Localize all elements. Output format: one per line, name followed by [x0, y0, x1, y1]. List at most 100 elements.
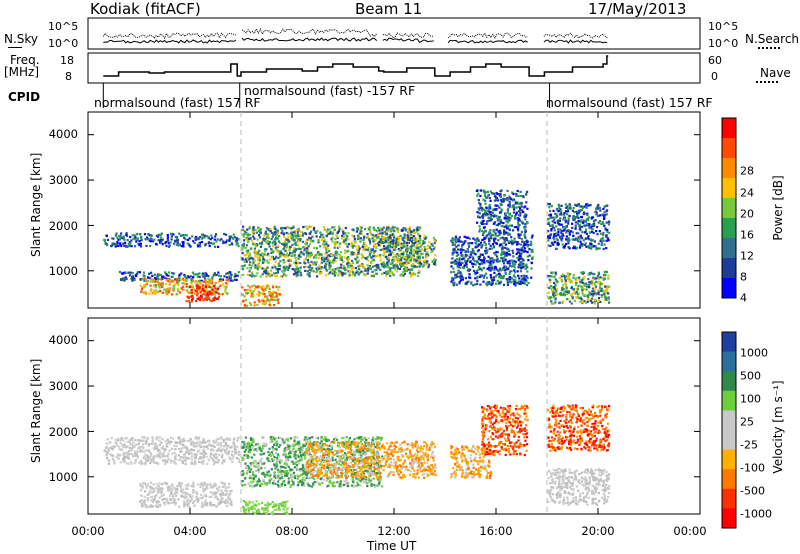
data-cell: [207, 294, 210, 297]
data-cell: [464, 255, 467, 258]
data-cell: [218, 274, 221, 277]
data-cell: [170, 501, 173, 504]
data-cell: [253, 259, 256, 262]
data-cell: [578, 246, 582, 249]
data-cell: [570, 302, 573, 305]
data-cell: [328, 259, 331, 262]
data-cell: [168, 442, 171, 445]
data-cell: [574, 221, 577, 224]
data-cell: [252, 260, 255, 263]
data-cell: [492, 246, 495, 249]
data-cell: [173, 283, 176, 286]
data-cell: [396, 236, 399, 239]
data-cell: [513, 266, 516, 269]
data-cell: [555, 235, 558, 238]
data-cell: [140, 500, 143, 503]
data-cell: [316, 269, 319, 272]
data-cell: [568, 300, 571, 303]
data-cell: [575, 204, 578, 207]
data-cell: [213, 274, 217, 277]
data-cell: [162, 275, 165, 278]
data-cell: [273, 274, 276, 277]
data-cell: [517, 236, 520, 239]
data-cell: [160, 441, 163, 444]
data-cell: [484, 199, 487, 202]
data-cell: [134, 245, 137, 248]
data-cell: [381, 228, 384, 231]
data-cell: [525, 280, 528, 283]
data-cell: [495, 208, 498, 211]
data-cell: [153, 238, 156, 241]
data-cell: [249, 261, 252, 264]
data-cell: [140, 245, 143, 248]
data-cell: [300, 230, 303, 233]
data-cell: [350, 265, 353, 268]
data-cell: [587, 238, 590, 241]
data-cell: [567, 291, 570, 294]
data-cell: [602, 273, 605, 276]
data-cell: [496, 251, 500, 254]
data-cell: [265, 233, 268, 236]
data-cell: [134, 458, 137, 462]
data-cell: [344, 232, 347, 235]
data-cell: [151, 442, 154, 445]
data-cell: [480, 269, 483, 272]
data-cell: [111, 448, 114, 451]
data-cell: [420, 252, 423, 255]
data-cell: [340, 257, 343, 260]
data-cell: [402, 251, 405, 254]
data-cell: [499, 211, 502, 214]
data-cell: [502, 266, 505, 270]
data-cell: [366, 264, 369, 267]
data-cell: [460, 248, 463, 251]
data-cell: [262, 300, 265, 303]
data-cell: [339, 270, 342, 273]
data-cell: [597, 281, 600, 284]
data-cell: [266, 241, 269, 245]
data-cell: [142, 436, 145, 439]
nsky-legend-line: [8, 47, 22, 48]
data-cell: [294, 270, 297, 273]
data-cell: [381, 241, 385, 244]
data-cell: [471, 265, 474, 268]
data-cell: [143, 450, 146, 453]
data-cell: [391, 226, 394, 229]
data-cell: [379, 227, 382, 230]
data-cell: [185, 496, 188, 499]
data-cell: [589, 242, 592, 246]
data-cell: [125, 277, 128, 280]
data-cell: [243, 260, 246, 263]
data-cell: [158, 453, 161, 456]
data-cell: [288, 247, 291, 250]
data-cell: [266, 299, 269, 302]
data-cell: [250, 285, 254, 288]
data-cell: [308, 272, 311, 275]
data-cell: [467, 268, 470, 271]
data-cell: [235, 241, 238, 244]
data-cell: [600, 241, 603, 244]
data-cell: [453, 262, 456, 265]
data-cell: [603, 270, 606, 273]
data-cell: [209, 455, 212, 459]
data-cell: [183, 495, 186, 498]
data-cell: [520, 252, 523, 255]
data-cell: [523, 250, 526, 253]
data-cell: [401, 262, 404, 265]
data-cell: [149, 481, 153, 484]
data-cell: [285, 246, 289, 249]
data-cell: [197, 457, 200, 460]
data-cell: [381, 261, 384, 264]
data-cell: [387, 226, 390, 229]
data-cell: [297, 240, 300, 243]
data-cell: [269, 227, 272, 231]
data-cell: [515, 225, 518, 229]
data-cell: [588, 273, 591, 276]
data-cell: [516, 248, 519, 251]
data-cell: [475, 189, 478, 192]
data-cell: [505, 220, 508, 223]
data-cell: [474, 273, 477, 276]
data-cell: [201, 236, 205, 239]
data-cell: [113, 242, 116, 245]
data-cell: [195, 294, 199, 297]
data-cell: [266, 274, 269, 277]
